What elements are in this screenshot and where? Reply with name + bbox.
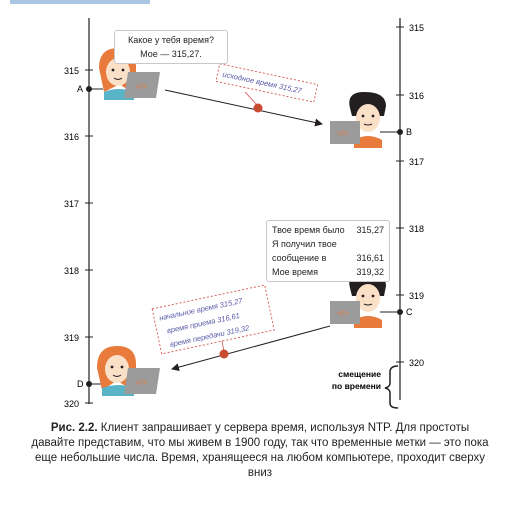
event-d-label: D bbox=[77, 379, 84, 389]
server-tick-label: 319 bbox=[409, 291, 424, 301]
client-question-line: Какое у тебя время? bbox=[128, 35, 214, 45]
offset-label-line: по времени bbox=[332, 381, 381, 391]
reply-label: Я получил твое bbox=[272, 239, 337, 249]
response-arrow bbox=[171, 325, 331, 372]
laptop-icon bbox=[330, 121, 360, 144]
client-speech-bubble: Какое у тебя время? Мое — 315,27. bbox=[114, 30, 228, 64]
reply-value: 316,61 bbox=[356, 253, 384, 263]
laptop-icon bbox=[124, 72, 160, 98]
server-person-top: </> bbox=[330, 92, 386, 148]
event-a-label: A bbox=[77, 84, 83, 94]
server-tick-label: 316 bbox=[409, 91, 424, 101]
reply-label: сообщение в bbox=[272, 253, 327, 263]
server-reply-bubble: Твое время было 315,27 Я получил твое соо… bbox=[266, 220, 390, 282]
figure-caption: Рис. 2.2. Клиент запрашивает у сервера в… bbox=[30, 421, 490, 481]
client-tick-label: 318 bbox=[64, 266, 79, 276]
event-b-label: B bbox=[406, 127, 412, 137]
svg-text:</>: </> bbox=[136, 378, 148, 387]
response-packet-ball bbox=[219, 349, 229, 359]
reply-value: 315,27 bbox=[356, 225, 384, 235]
laptop-icon bbox=[330, 301, 360, 324]
server-ticks bbox=[396, 26, 404, 363]
laptop-icon bbox=[124, 368, 160, 394]
reply-label: Мое время bbox=[272, 267, 318, 277]
request-arrow bbox=[164, 89, 323, 127]
reply-value: 319,32 bbox=[356, 267, 384, 277]
svg-text:</>: </> bbox=[136, 82, 148, 91]
offset-label-line: смещение bbox=[338, 369, 381, 379]
client-tick-label: 320 bbox=[64, 399, 79, 409]
client-tick-label: 317 bbox=[64, 199, 79, 209]
offset-brace bbox=[384, 365, 399, 409]
client-tick-label: 315 bbox=[64, 66, 79, 76]
request-packet-tag: исходное время 315,27 bbox=[215, 63, 319, 103]
client-question-line: Мое — 315,27. bbox=[140, 49, 202, 59]
caption-label: Рис. 2.2. bbox=[50, 422, 98, 434]
svg-text:</>: </> bbox=[337, 129, 349, 138]
client-tick-label: 319 bbox=[64, 333, 79, 343]
request-packet-ball bbox=[253, 103, 263, 113]
top-color-strip bbox=[10, 0, 150, 4]
svg-text:</>: </> bbox=[337, 309, 349, 318]
server-tick-label: 318 bbox=[409, 224, 424, 234]
caption-text: Клиент запрашивает у сервера время, испо… bbox=[31, 422, 489, 479]
client-ticks bbox=[85, 69, 93, 404]
server-tick-label: 315 bbox=[409, 23, 424, 33]
server-tick-label: 320 bbox=[409, 358, 424, 368]
client-tick-label: 316 bbox=[64, 132, 79, 142]
event-c-label: C bbox=[406, 307, 413, 317]
response-packet-tag: начальное время 315,27 время приема 316,… bbox=[151, 284, 275, 355]
client-person-bottom: </> bbox=[97, 346, 160, 396]
server-tick-label: 317 bbox=[409, 157, 424, 167]
reply-label: Твое время было bbox=[272, 225, 345, 235]
